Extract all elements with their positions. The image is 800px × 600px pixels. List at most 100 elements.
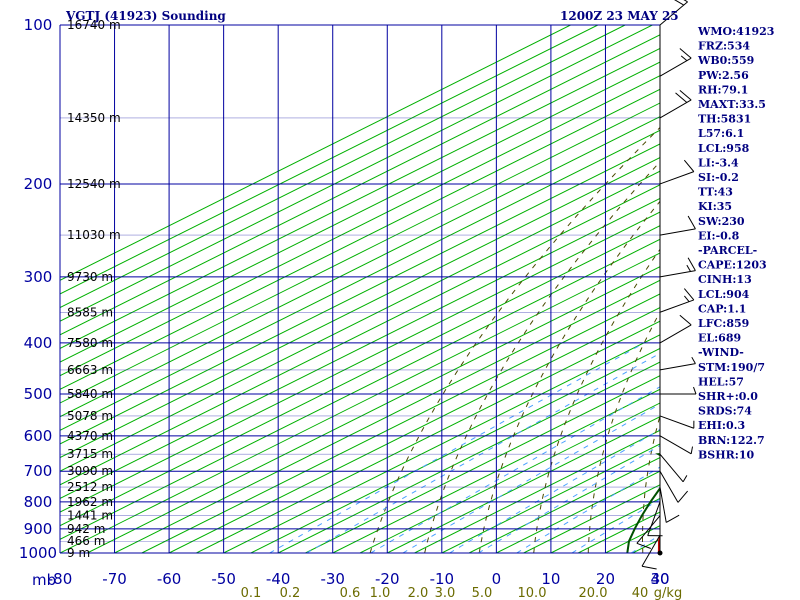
index-entry: WMO:41923 <box>697 25 774 38</box>
wind-barb-flag <box>636 542 651 549</box>
index-entry: -WIND- <box>698 346 744 359</box>
isotherm-line <box>60 156 660 459</box>
isotherm-line <box>87 266 660 553</box>
height-label: 1441 m <box>67 509 113 523</box>
wind-barb-shaft <box>659 363 696 371</box>
wind-barb <box>659 470 689 503</box>
wind-barb-half-flag <box>684 295 690 302</box>
isotherm-line <box>168 306 660 553</box>
mixing-ratio-label: 3.0 <box>435 586 456 600</box>
wind-barb <box>659 314 692 344</box>
isotherm-line <box>387 416 660 553</box>
wind-barb-half-flag <box>682 475 688 483</box>
isotherm-line <box>60 34 660 336</box>
wind-barb-flag <box>687 257 696 271</box>
index-entry: SRDS:74 <box>698 405 752 418</box>
pressure-tick-label: 700 <box>24 462 53 480</box>
height-label: 9 m <box>67 546 90 560</box>
mixing-ratio-label: g/kg <box>654 586 682 600</box>
height-label: 4370 m <box>67 429 113 443</box>
height-label: 16740 m <box>67 18 121 32</box>
wind-barb <box>659 257 696 278</box>
index-entry: KI:35 <box>698 200 732 213</box>
index-entry: -PARCEL- <box>698 244 757 257</box>
wind-barb <box>659 89 692 119</box>
calm-wind-marker <box>657 550 663 556</box>
isotherm-line <box>60 61 660 363</box>
wind-barb-shaft <box>659 270 696 278</box>
isotherm-line <box>60 170 660 472</box>
wind-barb-flag <box>687 215 696 230</box>
index-entry: BSHR:10 <box>698 448 754 461</box>
isotherm-line <box>223 334 660 553</box>
temperature-tick-label: -30 <box>320 570 345 588</box>
wind-barb <box>659 453 688 483</box>
height-label: 9730 m <box>67 270 113 284</box>
index-entry: CAPE:1203 <box>698 259 767 272</box>
pressure-tick-label: 1000 <box>19 544 57 562</box>
sounding-traces <box>626 453 660 553</box>
pressure-tick-label: 600 <box>24 427 53 445</box>
wind-barb-shaft <box>659 486 667 523</box>
wind-barb-shaft <box>659 453 684 483</box>
plot-background <box>60 25 660 553</box>
wind-barb <box>659 159 695 185</box>
index-entry: MAXT:33.5 <box>698 98 766 111</box>
wind-barb-shaft <box>659 99 692 119</box>
index-entry: PW:2.56 <box>698 69 749 82</box>
height-label: 1962 m <box>67 495 113 509</box>
height-label: 2512 m <box>67 480 113 494</box>
index-entry: BRN:122.7 <box>698 434 765 447</box>
wind-barb-shaft <box>647 501 661 536</box>
mixing-ratio-label: 0.1 <box>241 586 262 600</box>
wind-barb-half-flag <box>691 356 696 364</box>
temperature-tick-label: 20 <box>596 570 615 588</box>
temperature-tick-label: -10 <box>430 570 455 588</box>
mixing-ratio-label: 40 <box>632 586 649 600</box>
isotherm-line <box>60 238 660 540</box>
wind-barb-flag <box>679 89 692 101</box>
height-label: 7580 m <box>67 336 113 350</box>
wind-barb <box>659 356 696 371</box>
temperature-tick-label: -70 <box>102 570 127 588</box>
wind-barb-flag <box>679 314 692 326</box>
dewpoint-trace <box>626 453 660 553</box>
height-label: 12540 m <box>67 177 121 191</box>
index-entry: LCL:958 <box>698 142 750 155</box>
temperature-tick-label: -40 <box>266 570 291 588</box>
wind-barb <box>659 486 680 523</box>
temperature-tick-label: 40 <box>650 570 669 588</box>
wind-barb-flag <box>683 159 695 172</box>
isotherm-line <box>468 456 660 553</box>
wind-barb-flag <box>683 288 695 301</box>
wind-barb-shaft <box>659 435 692 455</box>
wind-barb <box>660 386 697 395</box>
isotherm-line <box>359 402 660 553</box>
temperature-tick-label: -20 <box>375 570 400 588</box>
pressure-tick-label: 200 <box>24 175 53 193</box>
wind-barb <box>659 0 688 26</box>
wind-barb-half-flag <box>693 386 697 395</box>
isotherm-line <box>60 88 660 390</box>
isotherm-line <box>332 388 660 553</box>
chart-grid <box>60 25 660 553</box>
isotherm-line <box>305 375 660 553</box>
pressure-tick-label: 900 <box>24 520 53 538</box>
wind-barb-shaft <box>659 1 688 26</box>
wind-barb <box>657 550 663 556</box>
chart-datetime: 1200Z 23 MAY 25 <box>560 9 679 23</box>
index-entry: LFC:859 <box>698 317 749 330</box>
height-label: 942 m <box>67 522 105 536</box>
wind-barb-half-flag <box>690 446 694 454</box>
isotherm-line <box>60 116 660 418</box>
wind-barb <box>636 515 661 549</box>
height-label: 5840 m <box>67 387 113 401</box>
height-label: 3715 m <box>67 447 113 461</box>
mixing-ratio-label: 10.0 <box>518 586 547 600</box>
temperature-tick-label: 10 <box>541 570 560 588</box>
index-entry: EHI:0.3 <box>698 419 745 432</box>
wind-barb-flag <box>674 0 684 6</box>
isotherm-line <box>277 361 660 553</box>
